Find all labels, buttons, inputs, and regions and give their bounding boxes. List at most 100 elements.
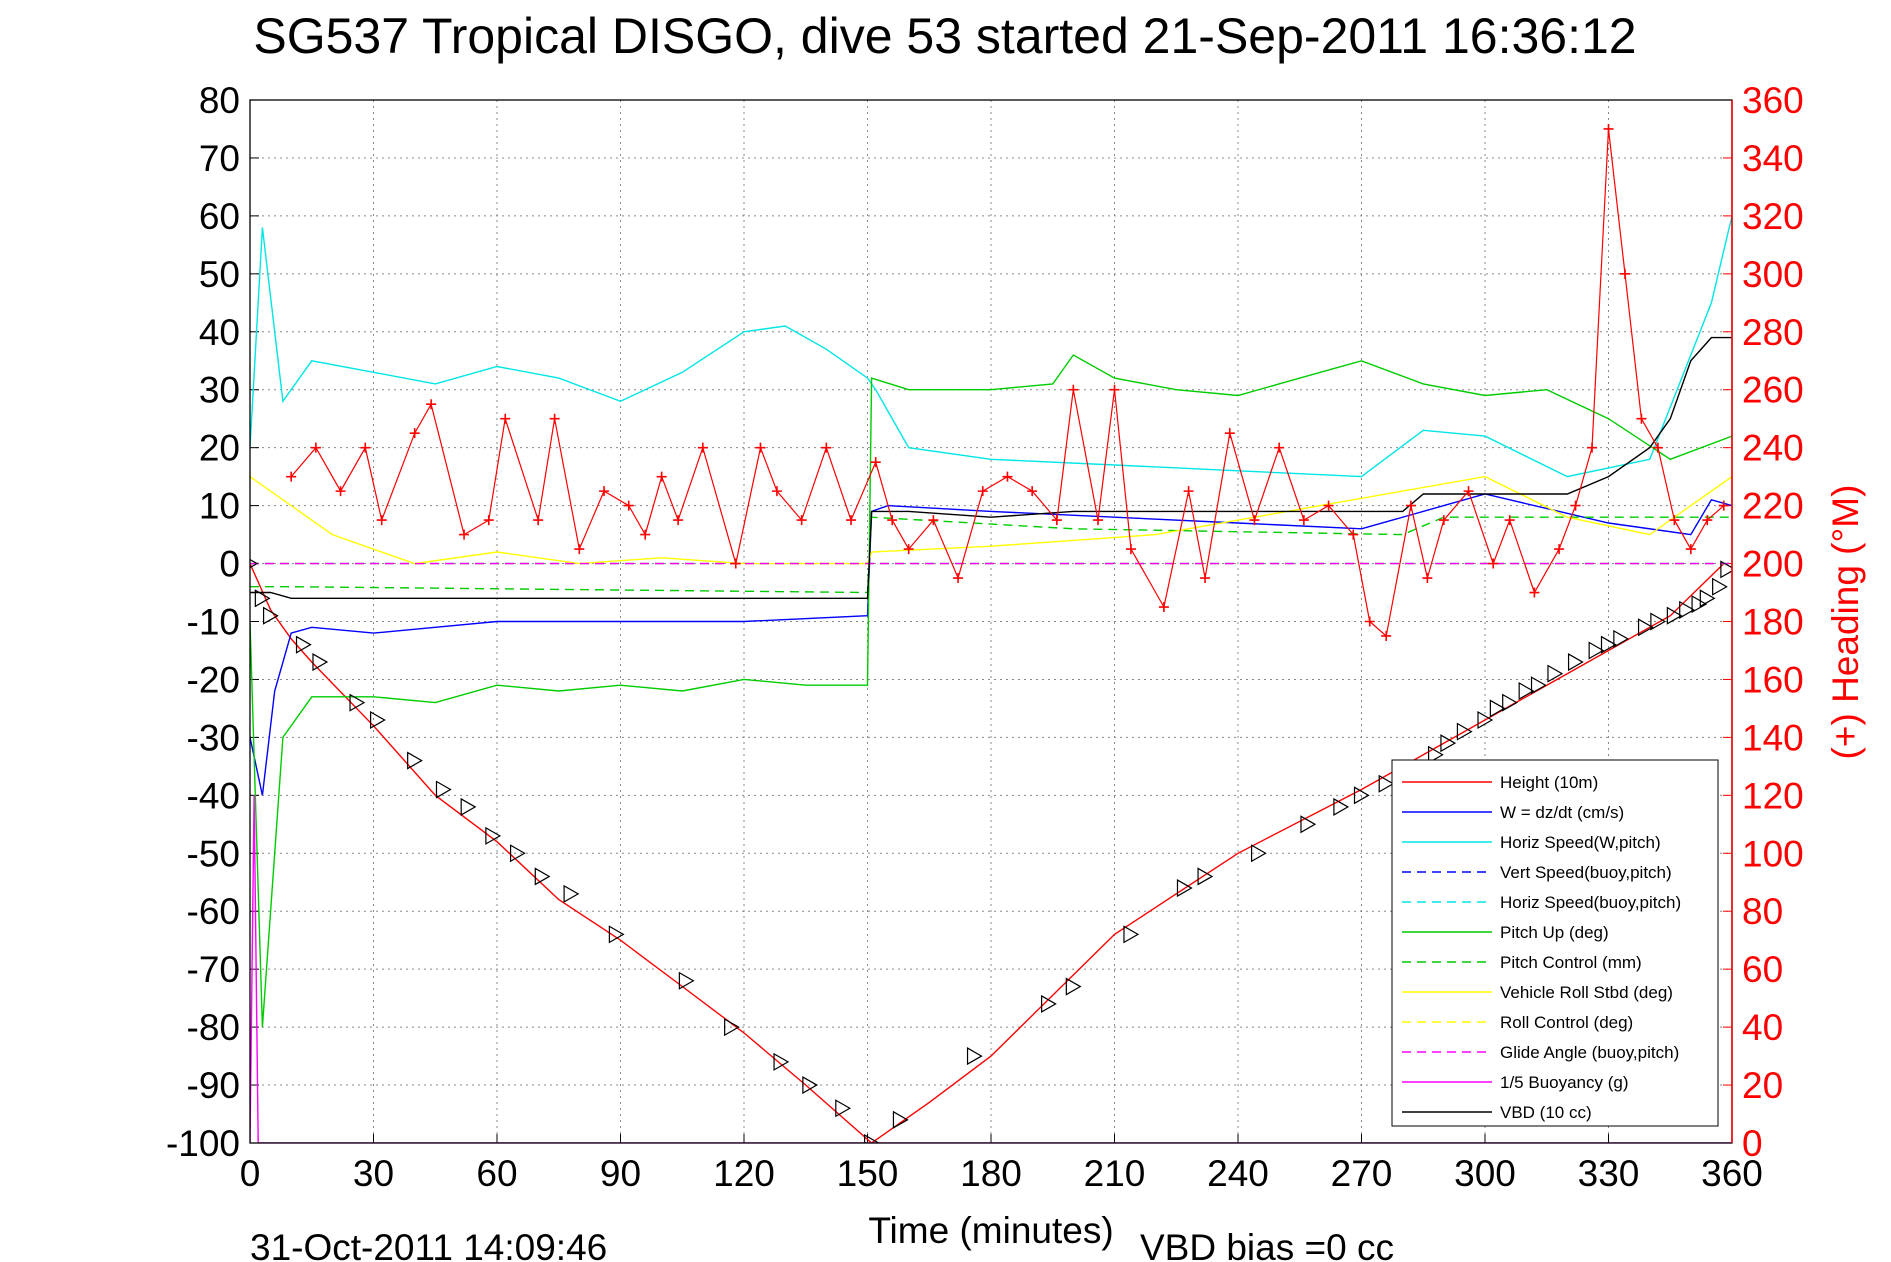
heading-marker — [1636, 413, 1647, 424]
dive-marker — [435, 780, 452, 799]
y-right-tick-label: 0 — [1742, 1123, 1763, 1164]
heading-marker — [574, 544, 585, 555]
y-tick-label: 0 — [219, 544, 240, 585]
heading-marker — [1274, 442, 1285, 453]
y-tick-label: 10 — [199, 486, 240, 527]
y-right-axis-label: (+) Heading (°M) — [1825, 485, 1866, 760]
heading-marker — [426, 399, 437, 410]
x-tick-label: 300 — [1454, 1153, 1516, 1194]
heading-marker — [1381, 630, 1392, 641]
dive-marker — [1530, 676, 1547, 695]
heading-marker — [1463, 486, 1474, 497]
dive-marker — [1650, 612, 1667, 631]
heading-marker — [1109, 384, 1120, 395]
dive-marker — [608, 925, 625, 944]
heading-marker — [1619, 268, 1630, 279]
legend: Height (10m) W = dz/dt (cm/s) Horiz Speed(… — [1391, 759, 1719, 1127]
y-right-tick-label: 40 — [1742, 1007, 1783, 1048]
series-buoyancy — [250, 795, 1732, 1143]
dive-marker — [485, 826, 502, 845]
y-tick-label: -40 — [187, 775, 240, 816]
heading-marker — [1249, 515, 1260, 526]
x-tick-label: 30 — [353, 1153, 394, 1194]
y-right-tick-label: 240 — [1742, 428, 1804, 469]
dive-marker — [509, 844, 526, 863]
heading-marker — [1200, 573, 1211, 584]
y-right-tick-label: 360 — [1742, 80, 1804, 121]
y-right-tick-label: 180 — [1742, 602, 1804, 643]
heading-marker — [673, 515, 684, 526]
heading-marker — [1051, 515, 1062, 526]
heading-marker — [1068, 384, 1079, 395]
footer-timestamp: 31-Oct-2011 14:09:46 — [250, 1227, 607, 1262]
x-tick-label: 180 — [960, 1153, 1022, 1194]
heading-marker — [1438, 515, 1449, 526]
legend-box — [1391, 759, 1719, 1127]
heading-marker — [1158, 602, 1169, 613]
heading-marker — [697, 442, 708, 453]
heading-marker — [903, 544, 914, 555]
legend-label-buoyancy: 1/5 Buoyancy (g) — [1500, 1073, 1629, 1092]
heading-marker — [1652, 442, 1663, 453]
legend-label-height: Height (10m) — [1500, 773, 1598, 792]
heading-marker — [953, 573, 964, 584]
dive-marker — [864, 1133, 880, 1143]
heading-marker — [870, 457, 881, 468]
heading-marker — [1093, 515, 1104, 526]
legend-label-horiz_w: Horiz Speed(W,pitch) — [1500, 833, 1661, 852]
heading-marker — [549, 413, 560, 424]
legend-label-roll: Vehicle Roll Stbd (deg) — [1500, 983, 1673, 1002]
y-tick-label: 80 — [199, 80, 240, 121]
dive-marker — [1588, 641, 1605, 660]
y-tick-label: -50 — [187, 833, 240, 874]
dive-marker — [407, 751, 423, 770]
heading-marker — [796, 515, 807, 526]
x-tick-label: 150 — [837, 1153, 899, 1194]
heading-marker — [1405, 500, 1416, 511]
heading-marker — [1529, 587, 1540, 598]
y-right-tick-label: 320 — [1742, 196, 1804, 237]
y-tick-label: 30 — [199, 370, 240, 411]
x-axis-label: Time (minutes) — [868, 1210, 1113, 1251]
heading-marker — [335, 486, 346, 497]
y-right-tick-label: 140 — [1742, 717, 1804, 758]
heading-marker — [656, 471, 667, 482]
dive-marker — [262, 606, 279, 625]
x-tick-label: 240 — [1207, 1153, 1269, 1194]
x-tick-label: 120 — [713, 1153, 775, 1194]
x-tick-label: 90 — [600, 1153, 641, 1194]
heading-marker — [1323, 500, 1334, 511]
legend-label-pitch_ctrl: Pitch Control (mm) — [1500, 953, 1642, 972]
dive-marker — [1567, 653, 1584, 672]
dive-marker — [966, 1047, 983, 1066]
heading-marker — [1570, 500, 1581, 511]
y-tick-label: 40 — [199, 312, 240, 353]
legend-label-vbd: VBD (10 cc) — [1500, 1103, 1592, 1122]
dive-marker — [1333, 797, 1350, 816]
x-tick-label: 270 — [1331, 1153, 1393, 1194]
dive-marker — [312, 653, 329, 672]
heading-marker — [755, 442, 766, 453]
series-height — [250, 563, 1725, 1143]
heading-marker — [483, 515, 494, 526]
dive-marker — [1699, 589, 1716, 608]
heading-marker — [599, 486, 610, 497]
heading-marker — [1224, 428, 1235, 439]
y-tick-label: 20 — [199, 428, 240, 469]
dive-marker — [563, 884, 580, 903]
heading-marker — [640, 529, 651, 540]
dive-marker — [1477, 710, 1494, 730]
heading-marker — [928, 515, 939, 526]
y-tick-label: 50 — [199, 254, 240, 295]
heading-marker — [1298, 515, 1309, 526]
heading-marker — [1422, 573, 1433, 584]
y-right-tick-label: 160 — [1742, 659, 1804, 700]
dive-marker — [349, 693, 366, 712]
series-pitch — [250, 354, 1732, 1028]
heading-marker — [771, 486, 782, 497]
heading-marker — [1364, 616, 1375, 627]
legend-label-horiz_buoy: Horiz Speed(buoy,pitch) — [1500, 893, 1681, 912]
dive-marker — [802, 1076, 819, 1095]
heading-marker — [1718, 500, 1729, 511]
